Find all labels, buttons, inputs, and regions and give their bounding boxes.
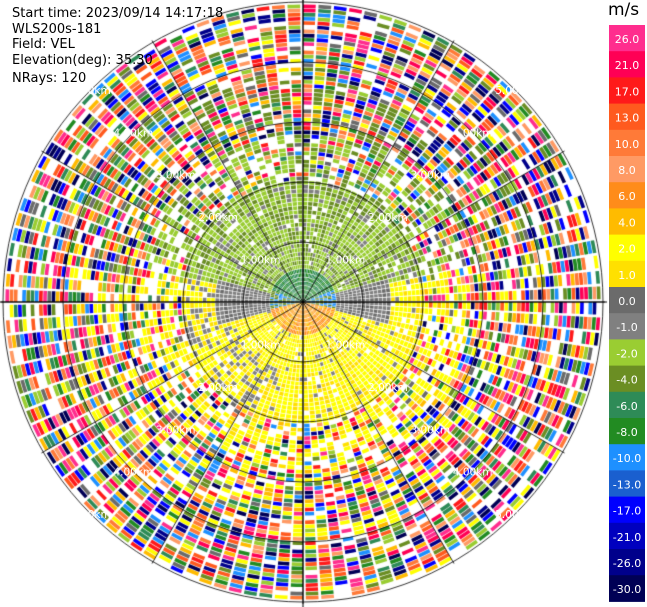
site-label: WLS200s-181: [12, 22, 102, 37]
colorbar-tick-label: -8.0: [616, 426, 637, 439]
colorbar-tick-label: -1.0: [616, 321, 637, 334]
colorbar-swatch: [609, 313, 645, 340]
colorbar-tick-label: 2.0: [618, 243, 636, 256]
colorbar-tick-label: -4.0: [616, 374, 637, 387]
colorbar-tick-label: 0.0: [618, 295, 636, 308]
range-ring-label: 5.00km: [71, 85, 111, 97]
colorbar-tick-label: -26.0: [613, 557, 641, 570]
colorbar-swatch: [609, 208, 645, 236]
colorbar-swatch: [609, 575, 645, 602]
range-ring-label: 3.00km: [156, 424, 196, 436]
colorbar-tick-label: 1.0: [618, 269, 636, 282]
colorbar-swatch: [609, 77, 645, 105]
range-ring-label: 2.00km: [198, 212, 238, 224]
colorbar-swatch: [609, 182, 645, 209]
colorbar-swatch: [609, 522, 645, 550]
colorbar-swatch: [609, 156, 645, 183]
range-ring-label: 3.00km: [410, 170, 450, 182]
range-ring-label: 1.00km: [241, 339, 281, 351]
colorbar-tick-label: 4.0: [618, 216, 636, 229]
colorbar-swatch: [609, 444, 645, 471]
colorbar-tick-label: -13.0: [613, 478, 641, 491]
colorbar-tick-label: 6.0: [618, 190, 636, 203]
range-ring-label: 4.00km: [113, 127, 153, 139]
range-ring-label: 5.00km: [495, 509, 535, 521]
colorbar-swatch: [609, 391, 645, 419]
field-label: Field: VEL: [12, 37, 75, 52]
range-ring-label: 5.00km: [71, 509, 111, 521]
colorbar-swatch: [609, 339, 645, 367]
colorbar-swatch: [609, 470, 645, 498]
colorbar-tick-label: -21.0: [613, 531, 641, 544]
range-ring-label: 2.00km: [368, 212, 408, 224]
colorbar-tick-label: 17.0: [615, 85, 640, 98]
colorbar-swatch: [609, 418, 645, 445]
range-ring-label: 1.00km: [241, 255, 281, 267]
colorbar-tick-label: 10.0: [615, 138, 640, 151]
colorbar-tick-label: -30.0: [613, 583, 641, 596]
colorbar-tick-label: 21.0: [615, 59, 640, 72]
range-ring-label: 1.00km: [326, 339, 366, 351]
colorbar-tick-label: 26.0: [615, 33, 640, 46]
colorbar: 26.0 21.0 17.0 13.0 10.0 8.0 6.0 4.0 2.0 1.0 0.0 -1…: [609, 25, 645, 602]
colorbar-unit-label: m/s: [608, 0, 640, 20]
range-ring-label: 3.00km: [156, 170, 196, 182]
colorbar-tick-label: 13.0: [615, 112, 640, 125]
colorbar-tick-label: -2.0: [616, 347, 637, 360]
colorbar-tick-label: -10.0: [613, 452, 641, 465]
colorbar-swatch: [609, 51, 645, 78]
range-ring-label: 1.00km: [326, 255, 366, 267]
colorbar-swatch: [609, 496, 645, 524]
colorbar-swatch: [609, 234, 645, 262]
colorbar-tick-label: 8.0: [618, 164, 636, 177]
range-ring-label: 3.00km: [410, 424, 450, 436]
range-ring-label: 5.00km: [495, 85, 535, 97]
colorbar-swatch: [609, 287, 645, 314]
colorbar-swatch: [609, 365, 645, 393]
colorbar-tick-label: -6.0: [616, 400, 637, 413]
range-ring-label: 4.00km: [453, 127, 493, 139]
range-ring-label: 2.00km: [198, 382, 238, 394]
colorbar-swatch: [609, 25, 645, 52]
range-ring-label: 4.00km: [113, 467, 153, 479]
colorbar-swatch: [609, 260, 645, 288]
colorbar-tick-label: -17.0: [613, 505, 641, 518]
range-ring-label: 2.00km: [368, 382, 408, 394]
colorbar-swatch: [609, 129, 645, 157]
start-time-label: Start time: 2023/09/14 14:17:18: [12, 6, 224, 21]
colorbar-swatch: [609, 103, 645, 131]
colorbar-swatch: [609, 549, 645, 576]
nrays-label: NRays: 120: [12, 71, 87, 86]
range-ring-label: 4.00km: [453, 467, 493, 479]
elevation-label: Elevation(deg): 35.30: [12, 53, 153, 68]
